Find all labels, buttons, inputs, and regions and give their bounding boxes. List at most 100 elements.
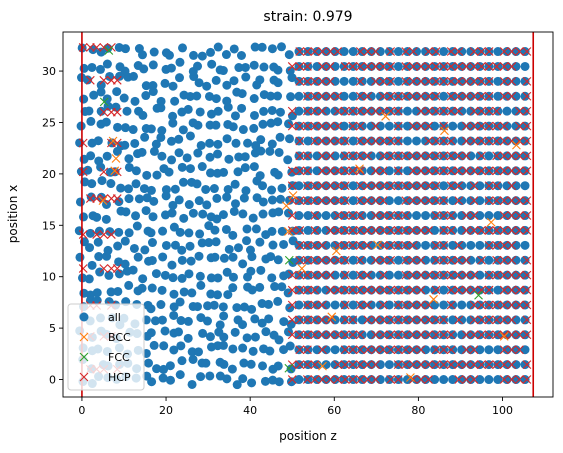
point-hcp xyxy=(333,226,343,235)
point-all xyxy=(384,300,394,310)
point-hcp xyxy=(454,240,464,250)
point-all xyxy=(95,64,105,74)
point-hcp xyxy=(318,151,327,161)
point-hcp xyxy=(416,196,426,206)
point-hcp xyxy=(507,345,517,355)
point-hcp xyxy=(325,76,335,86)
point-hcp xyxy=(507,300,517,310)
point-all xyxy=(246,266,256,276)
point-hcp xyxy=(355,76,365,86)
point-all xyxy=(201,358,211,368)
point-hcp xyxy=(416,255,426,265)
point-hcp xyxy=(446,285,456,295)
point-hcp xyxy=(446,47,456,56)
point-all xyxy=(158,373,168,383)
point-all xyxy=(475,121,485,131)
point-hcp xyxy=(484,47,494,56)
point-all xyxy=(124,228,134,238)
point-hcp xyxy=(295,345,305,355)
point-all xyxy=(493,300,503,310)
point-all xyxy=(213,42,223,52)
point-all xyxy=(177,255,187,265)
point-all xyxy=(218,210,228,220)
point-hcp xyxy=(378,285,388,295)
point-all xyxy=(357,196,367,206)
point-hcp xyxy=(371,211,380,220)
point-hcp xyxy=(507,375,517,384)
point-all xyxy=(257,318,267,328)
point-all xyxy=(312,181,322,191)
point-hcp xyxy=(302,315,312,325)
point-hcp xyxy=(461,345,471,355)
point-all xyxy=(384,47,394,57)
point-hcp xyxy=(99,75,109,85)
point-all xyxy=(106,179,116,189)
point-all xyxy=(294,240,304,250)
point-all xyxy=(160,326,170,336)
point-hcp xyxy=(355,196,365,206)
point-all xyxy=(457,345,467,355)
point-all xyxy=(493,47,503,57)
point-all xyxy=(231,138,241,148)
point-all xyxy=(348,181,358,191)
point-all xyxy=(273,361,283,371)
point-hcp xyxy=(454,62,464,71)
point-hcp xyxy=(378,76,388,86)
point-hcp xyxy=(325,47,335,56)
point-all xyxy=(114,269,124,279)
point-all xyxy=(83,165,93,175)
point-all xyxy=(285,195,295,205)
point-hcp xyxy=(469,315,479,325)
point-all xyxy=(213,106,223,116)
point-hcp xyxy=(522,76,532,86)
point-hcp xyxy=(302,151,312,161)
point-hcp xyxy=(507,270,517,280)
point-all xyxy=(457,181,467,191)
point-all xyxy=(131,179,141,189)
point-all xyxy=(339,47,349,57)
point-all xyxy=(430,315,440,325)
point-all xyxy=(113,241,123,251)
point-hcp xyxy=(507,151,517,161)
point-all xyxy=(294,315,304,325)
point-hcp xyxy=(295,255,305,265)
point-all xyxy=(267,185,277,195)
point-hcp xyxy=(348,62,358,71)
point-hcp xyxy=(492,300,502,310)
point-hcp xyxy=(522,106,532,116)
point-all xyxy=(402,300,412,310)
point-bcc xyxy=(327,312,337,322)
point-all xyxy=(273,170,283,180)
point-hcp xyxy=(446,136,456,146)
point-hcp xyxy=(355,255,365,265)
point-hcp xyxy=(386,330,396,340)
point-all xyxy=(114,227,124,237)
point-all xyxy=(466,240,476,250)
point-hcp xyxy=(454,181,464,191)
point-all xyxy=(294,106,304,116)
point-hcp xyxy=(492,196,502,206)
point-hcp xyxy=(431,315,441,325)
point-all xyxy=(312,240,322,250)
point-hcp xyxy=(355,375,365,384)
point-all xyxy=(421,240,431,250)
point-all xyxy=(448,315,458,325)
point-all xyxy=(493,255,503,265)
point-all xyxy=(430,211,440,221)
point-hcp xyxy=(310,240,320,250)
point-all xyxy=(151,139,161,149)
point-all xyxy=(430,76,440,86)
point-hcp xyxy=(302,91,312,101)
point-hcp xyxy=(325,226,335,235)
point-hcp xyxy=(386,255,396,265)
point-all xyxy=(339,285,349,295)
point-hcp xyxy=(401,270,411,280)
point-hcp xyxy=(492,151,502,161)
point-hcp xyxy=(378,211,388,220)
point-all xyxy=(303,225,313,235)
point-hcp xyxy=(514,196,524,206)
point-all xyxy=(330,211,340,221)
point-all xyxy=(112,87,122,97)
point-all xyxy=(194,347,204,357)
point-all xyxy=(242,224,252,234)
